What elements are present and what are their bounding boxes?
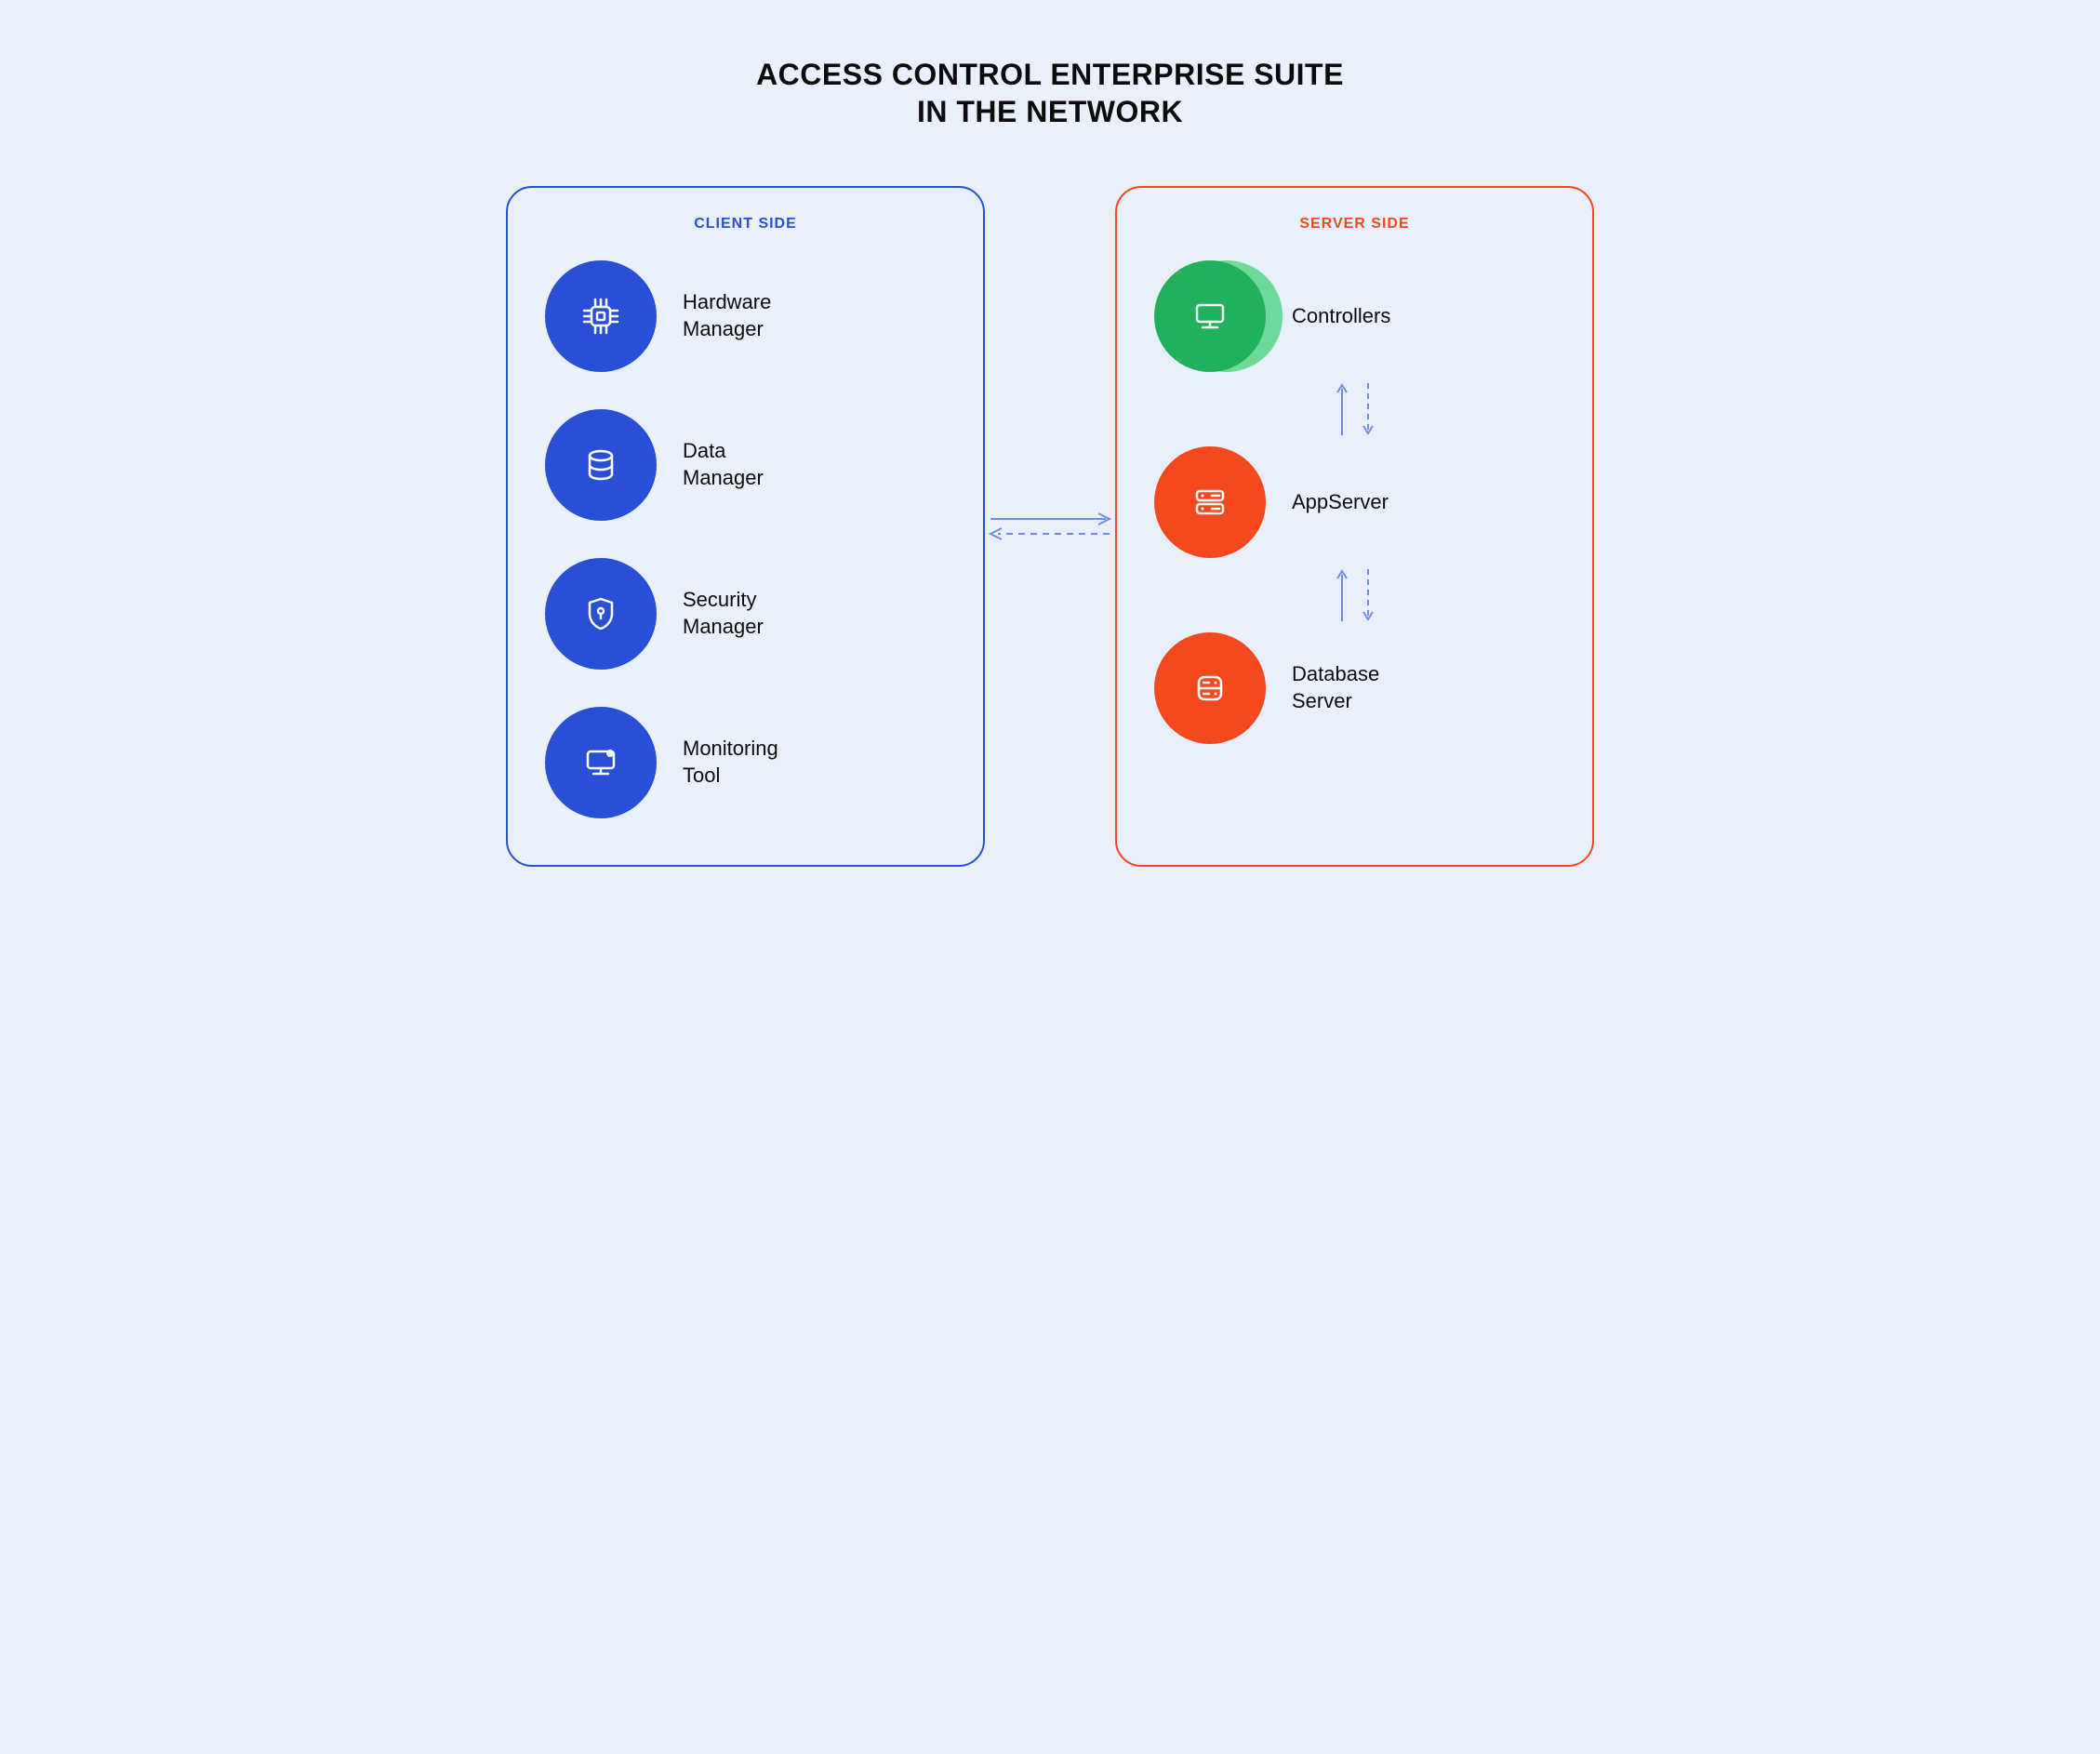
diagram-title: ACCESS CONTROL ENTERPRISE SUITE IN THE N… xyxy=(506,56,1594,130)
node-circle xyxy=(1154,632,1266,744)
db-box-icon xyxy=(1188,666,1232,711)
node-circle xyxy=(1154,446,1266,558)
node-label: DatabaseServer xyxy=(1292,661,1379,714)
title-line-2: IN THE NETWORK xyxy=(917,95,1183,128)
node-label: SecurityManager xyxy=(683,587,764,640)
shield-icon xyxy=(578,591,623,636)
circle-wrap xyxy=(545,558,657,670)
cpu-icon xyxy=(578,294,623,339)
diagram-canvas: ACCESS CONTROL ENTERPRISE SUITE IN THE N… xyxy=(422,0,1678,1049)
circle-wrap xyxy=(545,409,657,521)
node-circle xyxy=(545,558,657,670)
node-circle xyxy=(545,260,657,372)
client-item: MonitoringTool xyxy=(545,707,946,818)
database-icon xyxy=(578,443,623,487)
client-panel: CLIENT SIDE HardwareManager DataManager Se… xyxy=(506,186,985,867)
node-circle xyxy=(545,409,657,521)
display-icon xyxy=(1188,294,1232,339)
node-circle xyxy=(1154,260,1266,372)
circle-wrap xyxy=(1154,260,1266,372)
server-items: Controllers AppServer DatabaseServer xyxy=(1154,260,1555,744)
server-panel-title: SERVER SIDE xyxy=(1154,216,1555,233)
server-item: AppServer xyxy=(1154,446,1555,558)
node-circle xyxy=(545,707,657,818)
server-item: Controllers xyxy=(1154,260,1555,372)
client-item: HardwareManager xyxy=(545,260,946,372)
title-line-1: ACCESS CONTROL ENTERPRISE SUITE xyxy=(756,58,1344,91)
vertical-connector xyxy=(1154,567,1555,623)
horizontal-arrows-icon xyxy=(985,506,1115,547)
node-label: AppServer xyxy=(1292,489,1389,516)
circle-wrap xyxy=(1154,446,1266,558)
arrow-up-icon xyxy=(1336,381,1349,437)
vertical-connector xyxy=(1154,381,1555,437)
arrow-down-dashed-icon xyxy=(1362,381,1375,437)
node-label: Controllers xyxy=(1292,303,1390,330)
client-item: SecurityManager xyxy=(545,558,946,670)
arrow-down-dashed-icon xyxy=(1362,567,1375,623)
client-items: HardwareManager DataManager SecurityManage… xyxy=(545,260,946,818)
bidirectional-connector xyxy=(985,506,1115,547)
circle-wrap xyxy=(545,260,657,372)
server-icon xyxy=(1188,480,1232,525)
columns-container: CLIENT SIDE HardwareManager DataManager Se… xyxy=(506,186,1594,867)
circle-wrap xyxy=(1154,632,1266,744)
circle-wrap xyxy=(545,707,657,818)
node-label: MonitoringTool xyxy=(683,736,778,789)
server-panel: SERVER SIDE Controllers AppServer Database… xyxy=(1115,186,1594,867)
client-item: DataManager xyxy=(545,409,946,521)
node-label: HardwareManager xyxy=(683,289,771,342)
client-panel-title: CLIENT SIDE xyxy=(545,216,946,233)
monitor-icon xyxy=(578,740,623,785)
arrow-up-icon xyxy=(1336,567,1349,623)
server-item: DatabaseServer xyxy=(1154,632,1555,744)
node-label: DataManager xyxy=(683,438,764,491)
